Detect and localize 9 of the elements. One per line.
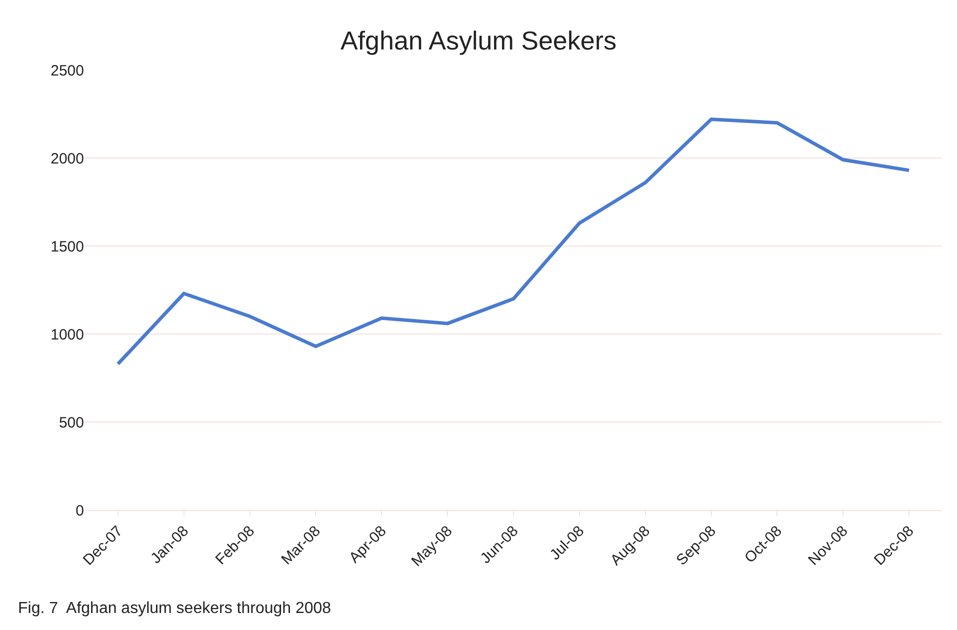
y-tick-label: 2500 (50, 62, 84, 80)
y-tick-label: 1000 (50, 326, 84, 344)
y-tick-label: 0 (76, 502, 84, 520)
caption: Fig. 7 Afghan asylum seekers through 2008 (18, 600, 332, 617)
y-tick-label: 500 (58, 414, 84, 432)
chart-title: Afghan Asylum Seekers (340, 26, 617, 56)
y-tick-label: 2000 (50, 150, 84, 168)
line-series (116, 118, 911, 366)
y-tick-label: 1500 (50, 238, 84, 256)
